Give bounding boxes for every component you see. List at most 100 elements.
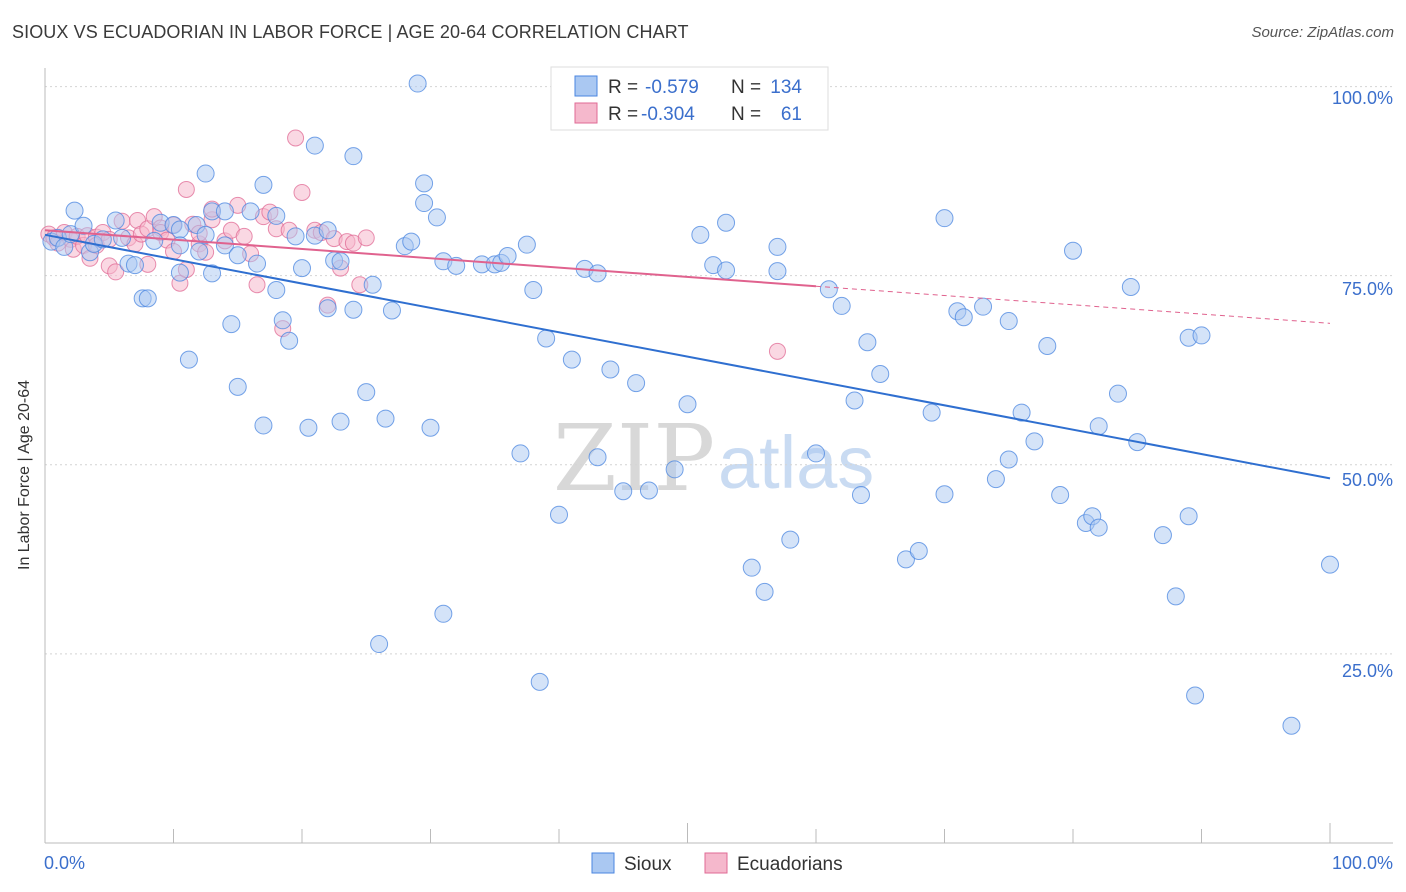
sioux-point [768,262,787,281]
sioux-point [986,470,1005,489]
sioux-point [974,297,993,316]
ecuadorians-trend-extension [815,285,1331,324]
sioux-point [65,201,84,220]
axes [44,68,1393,844]
sioux-r-value: -0.579 [645,77,699,98]
sioux-point [267,281,286,300]
sioux-point [851,486,870,505]
ecuadorians-point [107,263,125,281]
sioux-point [691,225,710,244]
sioux-point [357,383,376,402]
sioux-point [1282,716,1301,735]
source-label: Source: ZipAtlas.com [1251,24,1394,41]
sioux-point [286,227,305,246]
sioux-point [241,202,260,221]
ecuadorians-point [287,129,305,147]
sioux-point [717,213,736,232]
sioux-point [550,505,568,524]
sioux-bottom-swatch [591,852,615,874]
sioux-point [1192,326,1211,345]
sioux-point [415,194,434,213]
sioux-point [1038,337,1057,356]
sioux-point [1108,384,1127,403]
sioux-point [871,365,890,384]
sioux-point [318,221,337,240]
sioux-point [138,289,157,308]
sioux-point [267,206,286,225]
ecuadorians-point [235,227,253,245]
sioux-point [1064,241,1082,260]
sioux-point [344,147,363,166]
ecuadorians-bottom-swatch [704,852,728,874]
sioux-point [427,208,446,227]
sioux-point [517,235,536,254]
ecuadorians-r-label: R = [608,104,638,125]
sioux-point [305,136,324,155]
sioux-point [170,263,189,282]
ecuadorians-legend-label: Ecuadorians [737,854,843,875]
sioux-point [215,236,234,255]
sioux-point [498,247,517,266]
y-tick-25: 25.0% [1342,661,1393,681]
sioux-point [1153,526,1172,545]
sioux-point [511,444,530,463]
correlation-legend: R = -0.579 N = 134 R = -0.304 N = 61 [550,66,829,131]
sioux-points [42,74,1339,735]
ecuadorians-point [768,342,786,360]
sioux-point [588,264,607,283]
y-tick-75: 75.0% [1342,279,1393,299]
sioux-point [228,377,247,396]
sioux-point [273,311,292,330]
ecuadorians-r-value: -0.304 [641,104,695,125]
sioux-point [1121,278,1140,297]
sioux-point [370,635,389,654]
ecuadorians-legend-swatch [574,102,598,124]
sioux-point [1025,432,1044,451]
ecuadorians-point [248,276,266,294]
sioux-point [408,74,427,93]
sioux-point [1012,403,1031,422]
ecuadorians-n-label: N = [731,104,761,125]
sioux-point [106,211,125,230]
sioux-point [415,174,434,193]
watermark-zip: ZIP [553,405,715,512]
sioux-point [999,450,1018,469]
sioux-point [678,395,697,414]
x-tick-100: 100.0% [1332,853,1393,873]
chart-title: SIOUX VS ECUADORIAN IN LABOR FORCE | AGE… [12,22,689,42]
series-legend: Sioux Ecuadorians [591,852,843,875]
sioux-point [382,301,401,320]
sioux-point [1186,686,1205,705]
sioux-point [447,256,466,275]
sioux-point [537,329,556,348]
sioux-point [222,315,241,334]
sioux-point [434,604,453,623]
sioux-point [254,175,273,194]
sioux-point [318,299,337,318]
sioux-r-label: R = [608,77,638,98]
sioux-point [293,259,311,278]
sioux-point [896,550,915,569]
sioux-point [935,485,954,504]
sioux-legend-swatch [574,75,598,97]
ecuadorians-n-value: 61 [781,104,802,125]
sioux-point [614,482,633,501]
y-tick-50: 50.0% [1342,470,1393,490]
sioux-point [639,481,658,500]
sioux-point [999,312,1018,331]
sioux-point [922,403,941,422]
sioux-point [331,412,350,431]
sioux-point [299,418,318,437]
sioux-point [421,418,440,437]
sioux-point [858,333,877,352]
sioux-point [254,416,273,435]
sioux-n-value: 134 [770,77,802,98]
sioux-point [819,280,838,299]
sioux-point [113,228,132,247]
sioux-point [742,558,761,577]
sioux-n-label: N = [731,77,761,98]
sioux-point [248,254,267,273]
sioux-point [845,391,864,410]
sioux-point [74,216,93,235]
trend-lines [44,229,1331,480]
